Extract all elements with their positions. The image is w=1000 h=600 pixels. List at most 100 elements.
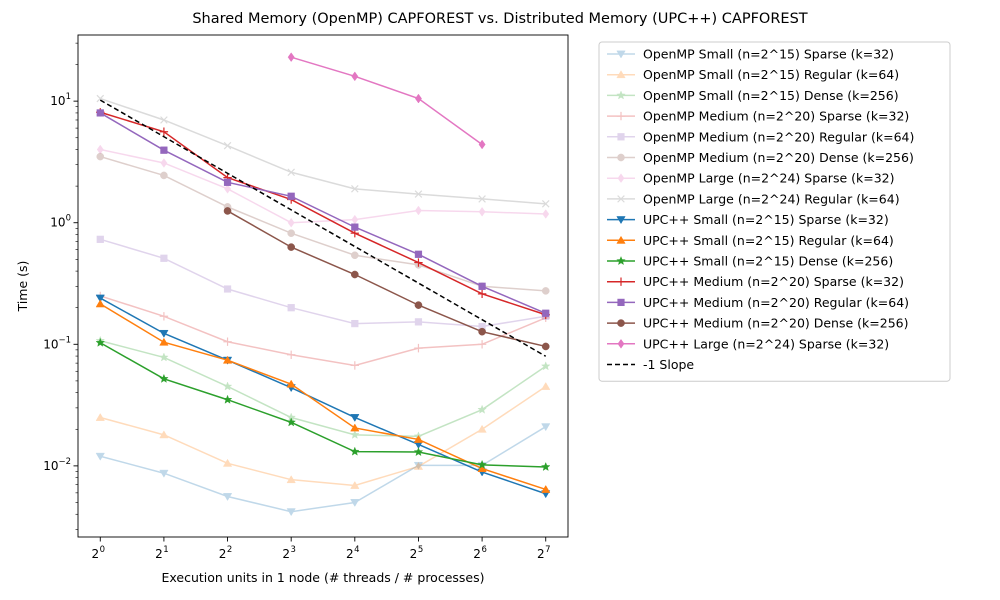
x-tick-label: 20: [91, 545, 105, 561]
data-point: [541, 423, 551, 432]
data-point: [541, 484, 551, 493]
x-tick-exponent: 3: [291, 545, 296, 555]
y-tick-base: 10: [50, 94, 65, 108]
legend-item: OpenMP Medium (n=2^20) Sparse (k=32): [607, 109, 909, 124]
series: [95, 381, 551, 489]
legend-marker: [616, 50, 626, 59]
data-point: [96, 235, 104, 243]
data-point: [350, 446, 360, 456]
legend-label: OpenMP Small (n=2^15) Dense (k=256): [643, 88, 899, 103]
data-point: [223, 337, 232, 346]
series-line: [99, 297, 546, 495]
series-line: [99, 99, 547, 357]
data-point: [159, 337, 169, 346]
legend-marker: [616, 277, 626, 286]
data-point: [478, 195, 486, 203]
data-point: [477, 289, 487, 299]
data-point: [541, 287, 550, 295]
data-point: [95, 452, 105, 461]
data-point: [351, 319, 359, 328]
legend-item: OpenMP Medium (n=2^20) Dense (k=256): [607, 150, 914, 165]
data-point: [477, 340, 487, 349]
series: [287, 52, 486, 150]
data-point: [160, 146, 168, 154]
legend-swatch: [607, 216, 635, 225]
data-point: [542, 309, 550, 317]
legend-swatch: [607, 298, 635, 307]
data-point: [414, 318, 423, 326]
data-point: [350, 270, 359, 279]
data-point: [350, 414, 360, 422]
data-point: [350, 361, 360, 370]
data-point: [541, 381, 551, 390]
chart-title: Shared Memory (OpenMP) CAPFOREST vs. Dis…: [192, 11, 807, 27]
legend-label: OpenMP Medium (n=2^20) Regular (k=64): [643, 129, 914, 144]
data-point: [159, 373, 169, 383]
legend-label: UPC++ Small (n=2^15) Dense (k=256): [643, 254, 893, 269]
legend-marker: [617, 319, 625, 327]
data-point: [541, 200, 550, 208]
series: [99, 99, 547, 357]
series-line: [100, 97, 546, 205]
legend-item: UPC++ Small (n=2^15) Regular (k=64): [607, 233, 894, 248]
data-point: [224, 183, 232, 194]
data-point: [287, 229, 296, 238]
legend-swatch: [607, 277, 635, 286]
data-point: [159, 329, 169, 338]
data-point: [287, 52, 295, 63]
legend-item: OpenMP Large (n=2^24) Sparse (k=32): [607, 171, 895, 186]
y-tick-label: 101: [50, 92, 71, 108]
data-point: [222, 355, 233, 364]
series-line: [100, 340, 547, 438]
data-point: [287, 217, 295, 228]
data-point: [542, 209, 550, 219]
data-point: [287, 192, 295, 200]
y-tick-label: 100: [50, 214, 71, 230]
legend-item: UPC++ Small (n=2^15) Sparse (k=32): [607, 212, 889, 227]
legend-label: UPC++ Medium (n=2^20) Dense (k=256): [643, 316, 909, 331]
series: [95, 337, 551, 471]
data-point: [478, 282, 486, 290]
legend-label: OpenMP Large (n=2^24) Sparse (k=32): [643, 171, 895, 186]
data-point: [96, 152, 105, 161]
series-line: [100, 238, 546, 328]
data-point: [160, 171, 168, 180]
x-tick-exponent: 6: [481, 545, 486, 555]
data-point: [478, 327, 486, 336]
legend-marker: [616, 216, 626, 225]
data-point: [159, 352, 169, 362]
data-point: [286, 417, 296, 427]
x-axis-label: Execution units in 1 node (# threads / #…: [161, 570, 484, 585]
legend-item: OpenMP Large (n=2^24) Regular (k=64): [607, 191, 900, 206]
data-point: [223, 178, 232, 186]
data-point: [350, 423, 360, 432]
data-point: [541, 342, 550, 351]
data-point: [413, 447, 424, 457]
data-point: [414, 258, 423, 267]
y-tick-base: 10: [43, 337, 58, 351]
series-line: [227, 210, 546, 348]
legend-label: UPC++ Medium (n=2^20) Sparse (k=32): [643, 274, 904, 289]
data-point: [286, 350, 296, 359]
legend-item: OpenMP Small (n=2^15) Regular (k=64): [607, 67, 899, 82]
data-point: [351, 185, 359, 193]
data-point: [96, 144, 104, 155]
data-point: [95, 299, 105, 308]
legend-label: OpenMP Small (n=2^15) Sparse (k=32): [643, 47, 894, 62]
data-point: [350, 251, 359, 260]
legend-swatch: [607, 133, 635, 141]
x-tick-label: 26: [473, 545, 487, 561]
data-point: [223, 141, 232, 150]
series-line: [99, 303, 546, 491]
data-point: [477, 424, 487, 433]
legend-swatch: [607, 235, 635, 244]
y-tick-label: 10−1: [43, 335, 71, 351]
legend-item: OpenMP Small (n=2^15) Sparse (k=32): [607, 47, 894, 62]
series: [223, 207, 550, 351]
series: [96, 144, 550, 228]
series-line: [100, 148, 546, 224]
legend-item: UPC++ Medium (n=2^20) Regular (k=64): [607, 295, 909, 310]
legend-marker: [616, 90, 626, 100]
series-line: [100, 155, 546, 292]
legend-item: UPC++ Small (n=2^15) Dense (k=256): [607, 254, 893, 269]
